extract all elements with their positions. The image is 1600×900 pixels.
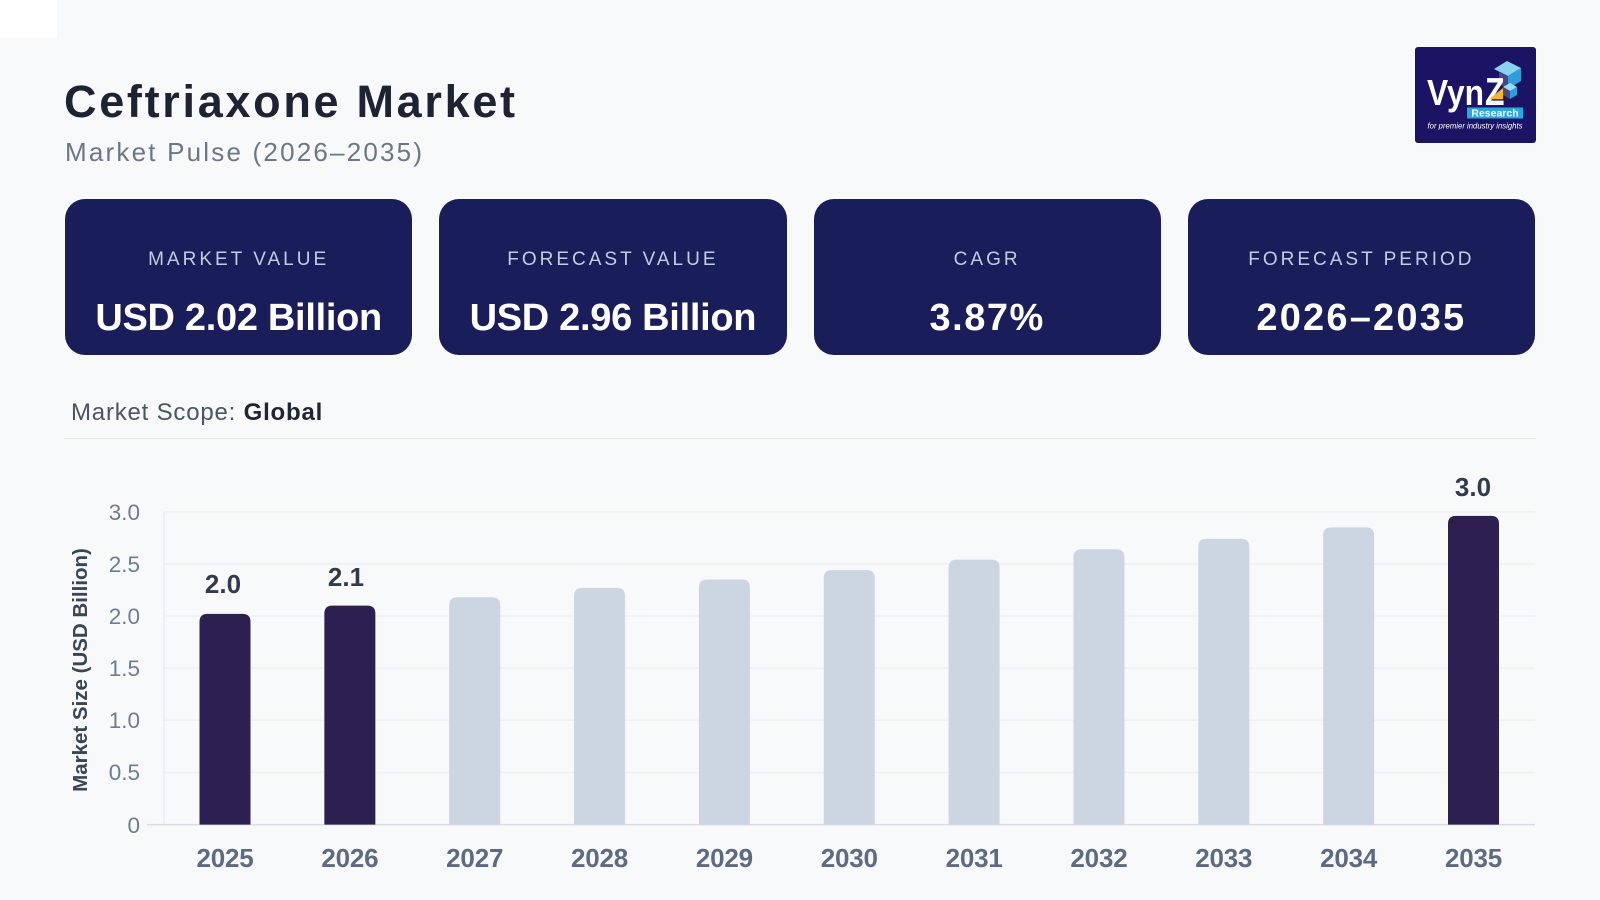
svg-text:2029: 2029 xyxy=(696,843,753,873)
svg-text:3.0: 3.0 xyxy=(109,500,140,525)
svg-text:2.0: 2.0 xyxy=(205,569,241,599)
svg-text:2035: 2035 xyxy=(1445,843,1502,873)
svg-text:0.5: 0.5 xyxy=(109,760,140,785)
svg-text:Market Size (USD Billion): Market Size (USD Billion) xyxy=(69,548,92,792)
svg-text:2027: 2027 xyxy=(446,843,503,873)
svg-text:2033: 2033 xyxy=(1195,843,1252,873)
svg-text:Research: Research xyxy=(1471,108,1518,120)
svg-text:1.5: 1.5 xyxy=(109,656,140,681)
svg-text:2034: 2034 xyxy=(1320,843,1378,873)
svg-text:2.5: 2.5 xyxy=(109,552,140,577)
svg-text:for premier industry insights: for premier industry insights xyxy=(1428,122,1523,131)
svg-text:Vyn: Vyn xyxy=(1427,72,1484,113)
svg-text:2028: 2028 xyxy=(571,843,628,873)
svg-text:2026: 2026 xyxy=(321,843,378,873)
svg-text:2030: 2030 xyxy=(821,843,878,873)
svg-text:1.0: 1.0 xyxy=(109,708,140,733)
svg-text:0: 0 xyxy=(127,813,140,838)
svg-text:2025: 2025 xyxy=(196,843,253,873)
svg-text:2.0: 2.0 xyxy=(109,604,140,629)
svg-text:3.0: 3.0 xyxy=(1455,472,1491,502)
svg-text:Z: Z xyxy=(1485,71,1505,114)
svg-text:2031: 2031 xyxy=(946,843,1003,873)
svg-text:2032: 2032 xyxy=(1070,843,1127,873)
svg-text:2.1: 2.1 xyxy=(328,562,364,592)
